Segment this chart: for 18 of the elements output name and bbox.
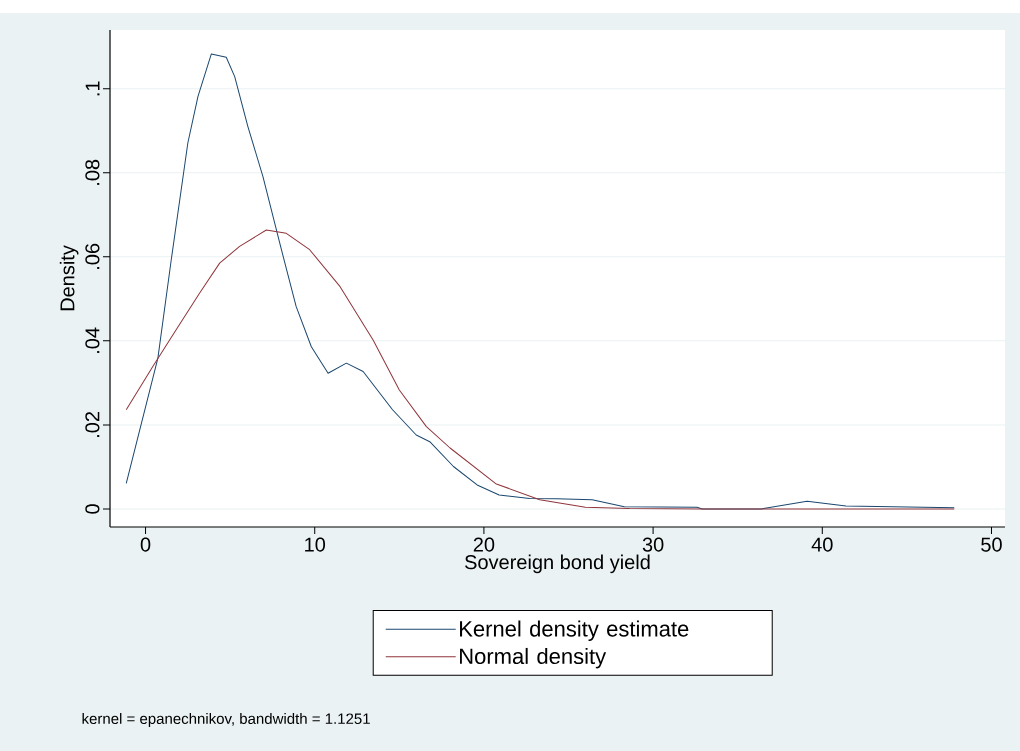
x-tick-label: 50 [981, 537, 1002, 552]
legend-label: Kernel density estimate [460, 620, 689, 641]
x-axis-title: Sovereign bond yield [465, 554, 650, 574]
y-tick-label: .1 [85, 81, 100, 96]
y-tick-label: .02 [85, 412, 100, 437]
line-series [125, 53, 955, 510]
y-axis-title: Density [59, 245, 79, 311]
x-tick-label: 0 [140, 537, 151, 552]
y-tick-label: .04 [85, 327, 100, 353]
y-tick-label: .06 [85, 243, 100, 269]
x-tick-label: 20 [473, 537, 495, 552]
text: kernel = epanechnikov, bandwidth = 1.1251 [82, 712, 370, 727]
y-tick-label: .08 [85, 159, 100, 185]
x-tick-label: 30 [642, 537, 664, 552]
x-tick-label: 10 [305, 537, 326, 552]
x-tick-label: 40 [811, 537, 833, 552]
y-tick-label: 0 [85, 504, 100, 514]
legend-label: Normal density [460, 647, 607, 669]
